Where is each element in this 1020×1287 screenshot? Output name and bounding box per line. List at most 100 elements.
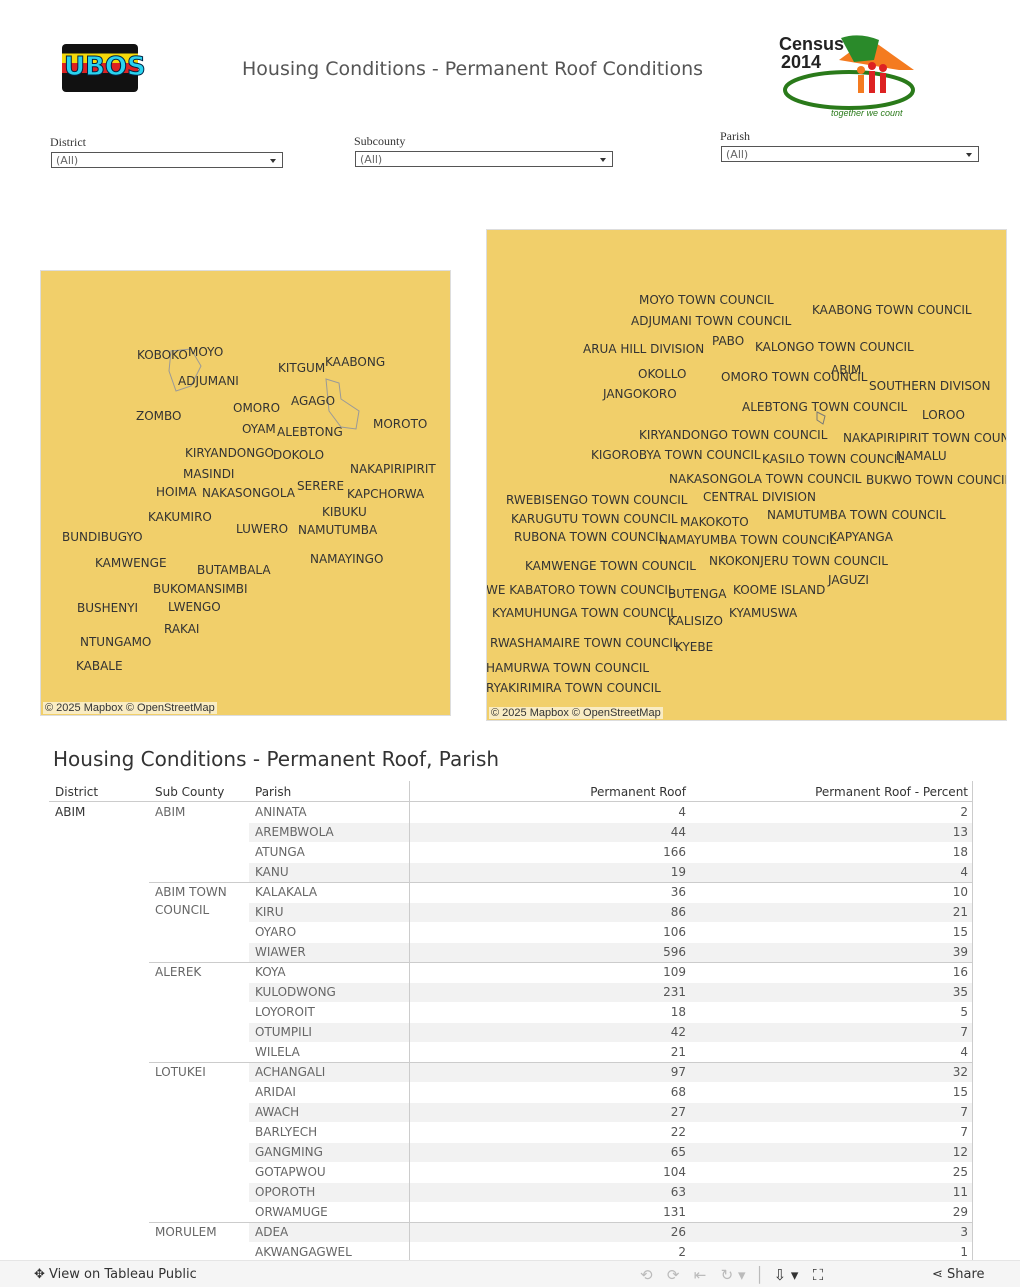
percent-cell: 25: [952, 1165, 968, 1179]
percent-cell: 39: [952, 945, 968, 959]
map-label: BUKWO TOWN COUNCIL: [866, 473, 1007, 487]
map-label: HOIMA: [156, 485, 197, 499]
map-label: MAKOKOTO: [680, 515, 749, 529]
logo-text: UBOS: [64, 52, 147, 83]
map-label: JAGUZI: [828, 573, 869, 587]
filter-dropdown[interactable]: (All): [51, 152, 283, 168]
parish-cell: KULODWONG: [255, 985, 336, 999]
parish-cell: KOYA: [255, 965, 286, 979]
parish-cell: OPOROTH: [255, 1185, 316, 1199]
subcounty-cell: ABIM: [155, 805, 186, 819]
roof-cell: 166: [663, 845, 686, 859]
map-label: KASILO TOWN COUNCIL: [762, 452, 905, 466]
map-label: BUTAMBALA: [197, 563, 271, 577]
map-outline: [816, 411, 826, 425]
map-label: NAMALU: [896, 449, 947, 463]
row-band: [249, 1183, 972, 1202]
column-header: Parish: [255, 785, 292, 799]
header-rule: [49, 801, 972, 802]
map-label: OKOLLO: [638, 367, 687, 381]
map-label: HAMURWA TOWN COUNCIL: [486, 661, 650, 675]
map-label: KALISIZO: [668, 614, 723, 628]
parish-cell: ACHANGALI: [255, 1065, 326, 1079]
filter-label: Parish: [720, 129, 750, 143]
map-label: NAMAYUMBA TOWN COUNCIL: [659, 533, 837, 547]
filter-dropdown[interactable]: (All): [721, 146, 979, 162]
map-label: KARUGUTU TOWN COUNCIL: [511, 512, 678, 526]
census-art: [783, 35, 915, 110]
row-band: [249, 1063, 972, 1082]
share-text[interactable]: Share: [947, 1267, 985, 1282]
parish-cell: KANU: [255, 865, 289, 879]
roof-cell: 26: [670, 1225, 686, 1239]
roof-cell: 21: [670, 1045, 686, 1059]
roof-cell: 106: [663, 925, 686, 939]
percent-cell: 2: [960, 805, 968, 819]
map-label: OYAM: [242, 422, 276, 436]
parish-cell: BARLYECH: [255, 1125, 318, 1139]
logo-year: 2014: [781, 52, 822, 72]
roof-cell: 4: [678, 805, 686, 819]
percent-cell: 18: [952, 845, 968, 859]
map-label: ADJUMANI TOWN COUNCIL: [631, 314, 792, 328]
roof-cell: 596: [663, 945, 686, 959]
share-button[interactable]: ⋖ Share: [932, 1267, 985, 1282]
roof-cell: 27: [670, 1105, 686, 1119]
map-label: NAMAYINGO: [310, 552, 384, 566]
logo-tagline: together we count: [831, 108, 903, 118]
map-label: KABALE: [76, 659, 123, 673]
map-label: NKOKONJERU TOWN COUNCIL: [709, 554, 888, 568]
parish-cell: ANINATA: [255, 805, 307, 819]
filter-dropdown[interactable]: (All): [355, 151, 613, 167]
tableau-link[interactable]: ✥ View on Tableau Public: [34, 1267, 197, 1282]
map-label: BUSHENYI: [77, 601, 139, 615]
table-title: Housing Conditions - Permanent Roof, Par…: [53, 747, 500, 771]
group-rule: [149, 1222, 972, 1223]
district-cell: ABIM: [55, 805, 86, 819]
map-label: NAKASONGOLA: [202, 486, 296, 500]
logo-census: Census: [779, 34, 845, 54]
parish-cell: AREMBWOLA: [255, 825, 334, 839]
row-band: [249, 903, 972, 922]
map-label: LWENGO: [168, 600, 221, 614]
row-band: [249, 1103, 972, 1122]
map-label: NAKAPIRIPIRIT: [350, 462, 436, 476]
map-label: KAABONG: [325, 355, 386, 369]
map-label: LUWERO: [236, 522, 289, 536]
map-label: BUKOMANSIMBI: [153, 582, 248, 596]
percent-cell: 4: [960, 1045, 968, 1059]
roof-cell: 109: [663, 965, 686, 979]
link-text[interactable]: View on Tableau Public: [49, 1267, 197, 1282]
parish-cell: ARIDAI: [255, 1085, 296, 1099]
percent-cell: 21: [952, 905, 968, 919]
subcounty-map: © 2025 Mapbox © OpenStreetMap MOYO TOWN …: [486, 229, 1007, 721]
row-band: [249, 1023, 972, 1042]
parish-cell: ADEA: [255, 1225, 289, 1239]
parish-cell: AWACH: [255, 1105, 300, 1119]
map-label: NAKASONGOLA TOWN COUNCIL: [669, 472, 862, 486]
percent-cell: 4: [960, 865, 968, 879]
map-label: BUNDIBUGYO: [62, 530, 143, 544]
filter-label: District: [50, 135, 86, 149]
row-band: [249, 823, 972, 842]
parish-cell: ORWAMUGE: [255, 1205, 328, 1219]
parish-cell: WIAWER: [255, 945, 306, 959]
map-label: ZOMBO: [136, 409, 182, 423]
parish-cell: OTUMPILI: [255, 1025, 312, 1039]
map-label: RWEBISENGO TOWN COUNCIL: [506, 493, 688, 507]
row-band: [249, 1223, 972, 1242]
map-label: ARUA HILL DIVISION: [583, 342, 705, 356]
row-band: [249, 1143, 972, 1162]
map-label: NAMUTUMBA TOWN COUNCIL: [767, 508, 946, 522]
map-label: KYAMUSWA: [729, 606, 798, 620]
map-label: KIGOROBYA TOWN COUNCIL: [591, 448, 761, 462]
percent-cell: 35: [952, 985, 968, 999]
map-label: NTUNGAMO: [80, 635, 152, 649]
district-map: © 2025 Mapbox © OpenStreetMap KOBOKO MOYO…: [40, 270, 451, 716]
column-header: Sub County: [155, 785, 225, 799]
parish-cell: KIRU: [255, 905, 284, 919]
roof-cell: 68: [670, 1085, 686, 1099]
percent-cell: 1: [960, 1245, 968, 1259]
roof-cell: 97: [670, 1065, 686, 1079]
map-label: RYAKIRIMIRA TOWN COUNCIL: [486, 681, 661, 695]
